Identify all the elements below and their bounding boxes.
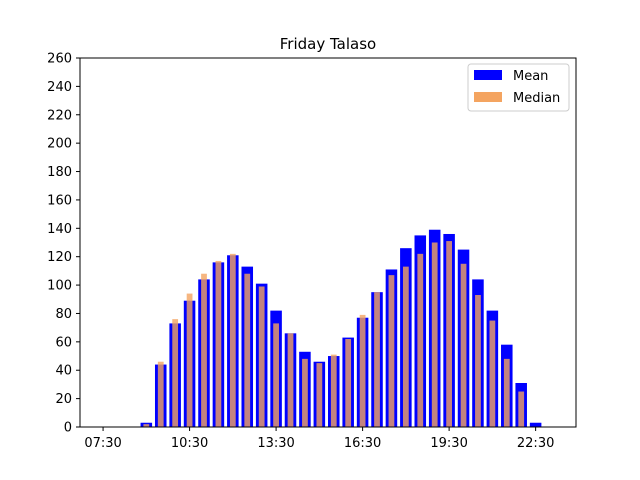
y-tick-label: 200 — [47, 137, 72, 152]
median-bar-14:00 — [287, 333, 294, 427]
mean-bar-22:30 — [529, 422, 542, 427]
chart-title: Friday Talaso — [280, 35, 376, 53]
legend-label: Median — [513, 91, 560, 106]
median-bar-09:00 — [143, 424, 150, 427]
median-bar-11:30 — [215, 260, 222, 427]
median-bar-19:30 — [446, 241, 452, 427]
y-tick-label: 80 — [55, 307, 72, 322]
median-bar-21:30 — [503, 358, 510, 427]
legend-swatch — [474, 70, 502, 80]
legend-swatch — [474, 92, 502, 102]
y-tick-label: 220 — [47, 108, 72, 123]
median-bar-17:00 — [374, 292, 380, 427]
legend-label: Mean — [513, 69, 548, 84]
median-bar-16:00 — [345, 339, 352, 427]
x-tick-label: 13:30 — [257, 436, 294, 451]
plot-frame — [79, 57, 577, 428]
median-bar-20:30 — [475, 295, 481, 427]
x-tick-label: 10:30 — [171, 436, 208, 451]
median-bar-10:00 — [172, 319, 179, 427]
y-tick-label: 20 — [55, 392, 72, 407]
median-bar-15:00 — [316, 363, 323, 427]
y-tick-label: 160 — [47, 193, 72, 208]
median-bar-19:00 — [431, 242, 438, 427]
median-bar-12:30 — [244, 273, 251, 427]
median-bar-13:00 — [258, 286, 265, 427]
median-bar-15:30 — [330, 354, 337, 427]
median-bar-22:00 — [518, 391, 525, 427]
y-tick-label: 40 — [55, 364, 72, 379]
median-bar-21:00 — [489, 320, 496, 427]
x-tick-label: 16:30 — [344, 436, 381, 451]
median-bar-17:30 — [388, 275, 395, 427]
legend: Mean Median — [467, 63, 570, 112]
median-bar-13:30 — [273, 323, 279, 427]
y-tick-label: 140 — [47, 222, 72, 237]
y-tick-label: 180 — [47, 165, 72, 180]
median-bar-10:30 — [186, 293, 193, 427]
axes-layer: 0 20 40 60 80 100 120 140 160 180 200 220 240 260 07:3… — [47, 52, 577, 451]
median-bar-18:30 — [417, 253, 424, 427]
median-bar-18:00 — [402, 266, 409, 427]
y-tick-label: 100 — [47, 279, 72, 294]
median-bar-09:30 — [157, 361, 164, 427]
x-tick-label: 19:30 — [430, 436, 467, 451]
bars-layer — [140, 229, 542, 427]
y-tick-label: 240 — [47, 80, 72, 95]
median-bar-11:00 — [201, 273, 207, 427]
median-bar-20:00 — [460, 263, 467, 427]
x-tick-label: 22:30 — [517, 436, 554, 451]
y-tick-label: 120 — [47, 250, 72, 265]
median-bar-14:30 — [302, 358, 308, 427]
x-tick-label: 07:30 — [84, 436, 121, 451]
median-bar-12:00 — [229, 253, 236, 427]
median-bar-16:30 — [359, 314, 366, 427]
y-tick-label: 260 — [47, 52, 72, 67]
y-tick-label: 0 — [64, 421, 72, 436]
y-tick-label: 60 — [55, 335, 72, 350]
